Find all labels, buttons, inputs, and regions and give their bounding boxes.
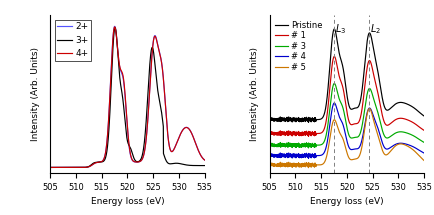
# 1 <box>421 129 426 132</box>
Line: 2+: 2+ <box>50 26 204 167</box>
Legend: Pristine, # 1, # 3, # 4, # 5: Pristine, # 1, # 3, # 4, # 5 <box>273 19 323 74</box>
Line: 3+: 3+ <box>50 28 204 167</box>
# 1 <box>416 126 421 129</box>
# 5 <box>416 155 421 158</box>
# 3 <box>388 134 393 137</box>
# 4 <box>274 155 279 157</box>
Pristine <box>305 121 310 124</box>
# 4 <box>421 152 426 154</box>
4+ <box>122 95 128 98</box>
# 1 <box>337 80 342 82</box>
Y-axis label: Intensity (Arb. Units): Intensity (Arb. Units) <box>30 47 39 141</box>
# 3 <box>421 141 426 144</box>
# 1 <box>274 133 279 135</box>
3+ <box>47 166 53 169</box>
Text: $L_2$: $L_2$ <box>369 22 380 36</box>
Pristine <box>421 115 426 117</box>
3+ <box>197 164 202 167</box>
2+ <box>197 153 202 156</box>
Pristine <box>274 119 279 121</box>
4+ <box>118 69 124 72</box>
# 3 <box>266 144 272 146</box>
# 5 <box>266 163 272 166</box>
# 1 <box>305 135 310 138</box>
# 4 <box>305 157 310 160</box>
# 4 <box>388 146 393 148</box>
4+ <box>197 153 202 156</box>
3+ <box>112 26 118 29</box>
3+ <box>201 164 207 167</box>
4+ <box>201 159 207 161</box>
2+ <box>118 71 124 73</box>
# 3 <box>337 101 342 104</box>
# 4 <box>337 118 342 121</box>
Line: # 4: # 4 <box>269 103 423 158</box>
3+ <box>55 166 60 169</box>
# 4 <box>416 149 421 152</box>
# 3 <box>305 147 310 149</box>
# 5 <box>337 133 342 136</box>
Pristine <box>416 111 421 114</box>
3+ <box>122 123 128 125</box>
3+ <box>118 87 124 89</box>
Pristine <box>416 111 421 114</box>
4+ <box>55 166 60 169</box>
# 4 <box>266 154 272 157</box>
# 3 <box>331 82 336 85</box>
# 1 <box>416 126 421 129</box>
Line: Pristine: Pristine <box>269 29 423 122</box>
X-axis label: Energy loss (eV): Energy loss (eV) <box>90 197 164 206</box>
Text: $L_3$: $L_3$ <box>334 22 345 36</box>
2+ <box>47 166 53 169</box>
4+ <box>47 166 53 169</box>
2+ <box>122 98 128 100</box>
# 1 <box>266 132 272 135</box>
# 3 <box>416 138 421 141</box>
3+ <box>169 162 174 165</box>
4+ <box>169 150 174 153</box>
X-axis label: Energy loss (eV): Energy loss (eV) <box>309 197 383 206</box>
2+ <box>112 25 117 28</box>
Line: 4+: 4+ <box>50 27 204 167</box>
Pristine <box>342 78 347 81</box>
# 4 <box>416 149 421 152</box>
# 5 <box>416 155 421 158</box>
# 4 <box>342 130 347 133</box>
# 3 <box>342 115 347 118</box>
Line: # 1: # 1 <box>269 57 423 136</box>
2+ <box>201 159 207 161</box>
# 5 <box>305 166 310 169</box>
Pristine <box>388 106 393 109</box>
Line: # 5: # 5 <box>269 109 423 168</box>
# 5 <box>342 143 347 146</box>
Pristine <box>337 58 342 60</box>
# 4 <box>331 102 336 104</box>
# 3 <box>416 138 421 141</box>
# 1 <box>388 121 393 124</box>
Y-axis label: Intensity (Arb. Units): Intensity (Arb. Units) <box>250 47 259 141</box>
4+ <box>197 153 202 155</box>
3+ <box>197 164 202 167</box>
Line: # 3: # 3 <box>269 83 423 148</box>
2+ <box>197 153 202 155</box>
Legend: 2+, 3+, 4+: 2+, 3+, 4+ <box>54 20 91 61</box>
# 5 <box>274 164 279 167</box>
2+ <box>169 150 174 153</box>
# 1 <box>342 97 347 100</box>
4+ <box>112 26 117 28</box>
# 1 <box>331 55 336 58</box>
2+ <box>55 166 60 169</box>
# 5 <box>421 159 426 162</box>
# 5 <box>388 149 393 151</box>
Pristine <box>266 118 272 121</box>
# 3 <box>274 144 279 147</box>
Pristine <box>331 28 336 30</box>
# 5 <box>366 107 371 110</box>
